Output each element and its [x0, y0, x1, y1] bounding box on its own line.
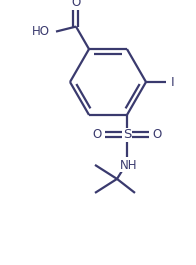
Text: S: S	[123, 129, 131, 142]
Text: O: O	[152, 129, 161, 142]
Text: I: I	[171, 76, 175, 89]
Text: HO: HO	[32, 25, 50, 38]
Text: O: O	[71, 0, 81, 9]
Text: O: O	[93, 129, 102, 142]
Text: NH: NH	[120, 159, 138, 172]
